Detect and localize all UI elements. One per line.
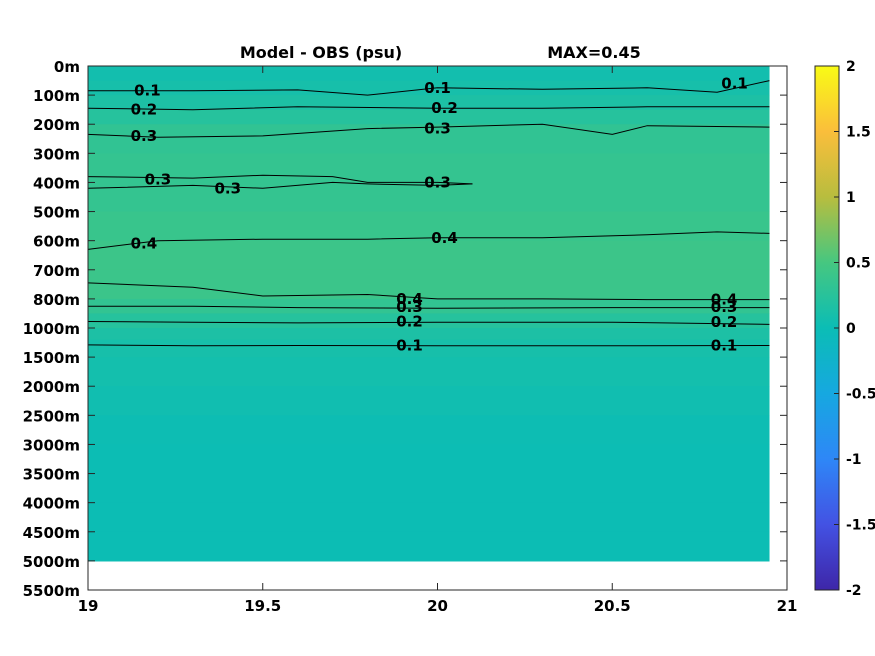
contour-line-0-2 xyxy=(87,106,770,111)
x-tick-label: 20.5 xyxy=(594,597,631,615)
y-tick-label: 5500m xyxy=(23,582,80,600)
x-tick-label: 19 xyxy=(78,597,99,615)
contour-label: 0.1 xyxy=(721,74,748,92)
contour-line-0-2 xyxy=(87,321,770,325)
contour-line-0-1 xyxy=(88,80,770,96)
y-tick-label: 0m xyxy=(54,58,80,76)
field-band xyxy=(88,444,770,475)
field-band xyxy=(88,357,770,387)
field-band xyxy=(88,182,770,213)
colorbar-tick-label: 1.5 xyxy=(846,125,871,141)
contour-label: 0.4 xyxy=(396,290,423,308)
y-tick-label: 4500m xyxy=(23,524,80,542)
field-band xyxy=(88,66,770,82)
contour-label: 0.3 xyxy=(711,298,738,316)
field-band xyxy=(88,240,770,271)
contour-lines xyxy=(87,80,770,347)
contour-label: 0.3 xyxy=(424,173,451,191)
contour-label: 0.3 xyxy=(215,179,242,197)
x-tick-label: 21 xyxy=(777,597,798,615)
contour-label: 0.3 xyxy=(145,171,172,189)
field-band xyxy=(88,269,770,300)
field-band xyxy=(88,124,770,154)
contour-label: 0.2 xyxy=(131,101,158,119)
y-tick-label: 1000m xyxy=(23,320,80,338)
field-band xyxy=(88,211,770,242)
colorbar-tick-label: -2 xyxy=(846,583,862,599)
field-band xyxy=(88,531,770,562)
y-tick-label: 5000m xyxy=(23,553,80,571)
field-band xyxy=(88,313,770,329)
field-band xyxy=(88,502,770,533)
contour-label: 0.4 xyxy=(711,291,738,309)
y-axis: 0m 100m 200m 300m 400m 500m 600m 700m 800m 1000m 1… xyxy=(23,58,787,600)
colorbar-tick-label: -1 xyxy=(846,452,862,468)
field-band xyxy=(88,473,770,504)
field-band xyxy=(88,386,770,416)
contour-label: 0.2 xyxy=(396,312,423,330)
contour-line-0-3 xyxy=(88,305,770,309)
field-band xyxy=(88,328,770,341)
colorbar-ticks: 2 1.5 1 0.5 0 -0.5 -1 -1.5 -2 xyxy=(834,59,875,599)
contour-label: 0.4 xyxy=(431,229,458,247)
y-tick-label: 200m xyxy=(33,116,80,134)
chart-title: Model - OBS (psu) xyxy=(240,43,402,62)
x-axis: 19 19.5 20 20.5 21 xyxy=(78,66,798,615)
y-tick-label: 800m xyxy=(33,291,80,309)
y-tick-label: 4000m xyxy=(23,495,80,513)
colorbar-tick-label: 2 xyxy=(846,59,856,75)
y-tick-label: 700m xyxy=(33,262,80,280)
y-tick-label: 2500m xyxy=(23,407,80,425)
contour-line-0-3 xyxy=(87,181,473,189)
y-tick-label: 400m xyxy=(33,174,80,192)
field-band xyxy=(88,95,770,111)
colorbar-tick-label: 1 xyxy=(846,190,856,206)
field-band xyxy=(88,415,770,446)
y-tick-label: 300m xyxy=(33,145,80,163)
field-band xyxy=(88,109,770,125)
contour-labels: 0.10.20.30.3 0.30.40.10.20.30.30.40.40.30… xyxy=(131,74,748,354)
y-tick-label: 3500m xyxy=(23,466,80,484)
contour-label: 0.2 xyxy=(711,313,738,331)
contour-line-0-4 xyxy=(87,231,770,250)
contour-line-0-1 xyxy=(87,344,770,347)
max-annotation: MAX=0.45 xyxy=(547,43,641,62)
contour-line-0-4 xyxy=(87,282,770,301)
contour-label: 0.1 xyxy=(134,82,161,100)
field-band xyxy=(88,298,770,315)
contour-label: 0.2 xyxy=(431,99,458,117)
contour-label: 0.1 xyxy=(424,79,451,97)
contour-label: 0.4 xyxy=(131,235,158,253)
field-band xyxy=(88,339,770,358)
field-band xyxy=(88,80,770,96)
contour-line-0-3 xyxy=(87,123,770,138)
colorbar-tick-label: 0 xyxy=(846,321,856,337)
x-tick-label: 20 xyxy=(427,597,448,615)
y-tick-label: 100m xyxy=(33,87,80,105)
y-tick-label: 1500m xyxy=(23,349,80,367)
salinity-difference-field xyxy=(88,66,770,562)
contour-label: 0.3 xyxy=(396,298,423,316)
colorbar-tick-label: -1.5 xyxy=(846,518,875,534)
y-tick-label: 2000m xyxy=(23,378,80,396)
y-tick-label: 3000m xyxy=(23,436,80,454)
contour-label: 0.3 xyxy=(131,127,158,145)
y-tick-label: 500m xyxy=(33,204,80,222)
contour-label: 0.3 xyxy=(424,120,451,138)
y-tick-label: 600m xyxy=(33,233,80,251)
colorbar-tick-label: -0.5 xyxy=(846,387,875,403)
contour-line-0-3 xyxy=(87,174,473,185)
x-tick-label: 19.5 xyxy=(244,597,281,615)
contour-label: 0.1 xyxy=(396,336,423,354)
contour-label: 0.1 xyxy=(711,336,738,354)
colorbar-tick-label: 0.5 xyxy=(846,256,871,272)
